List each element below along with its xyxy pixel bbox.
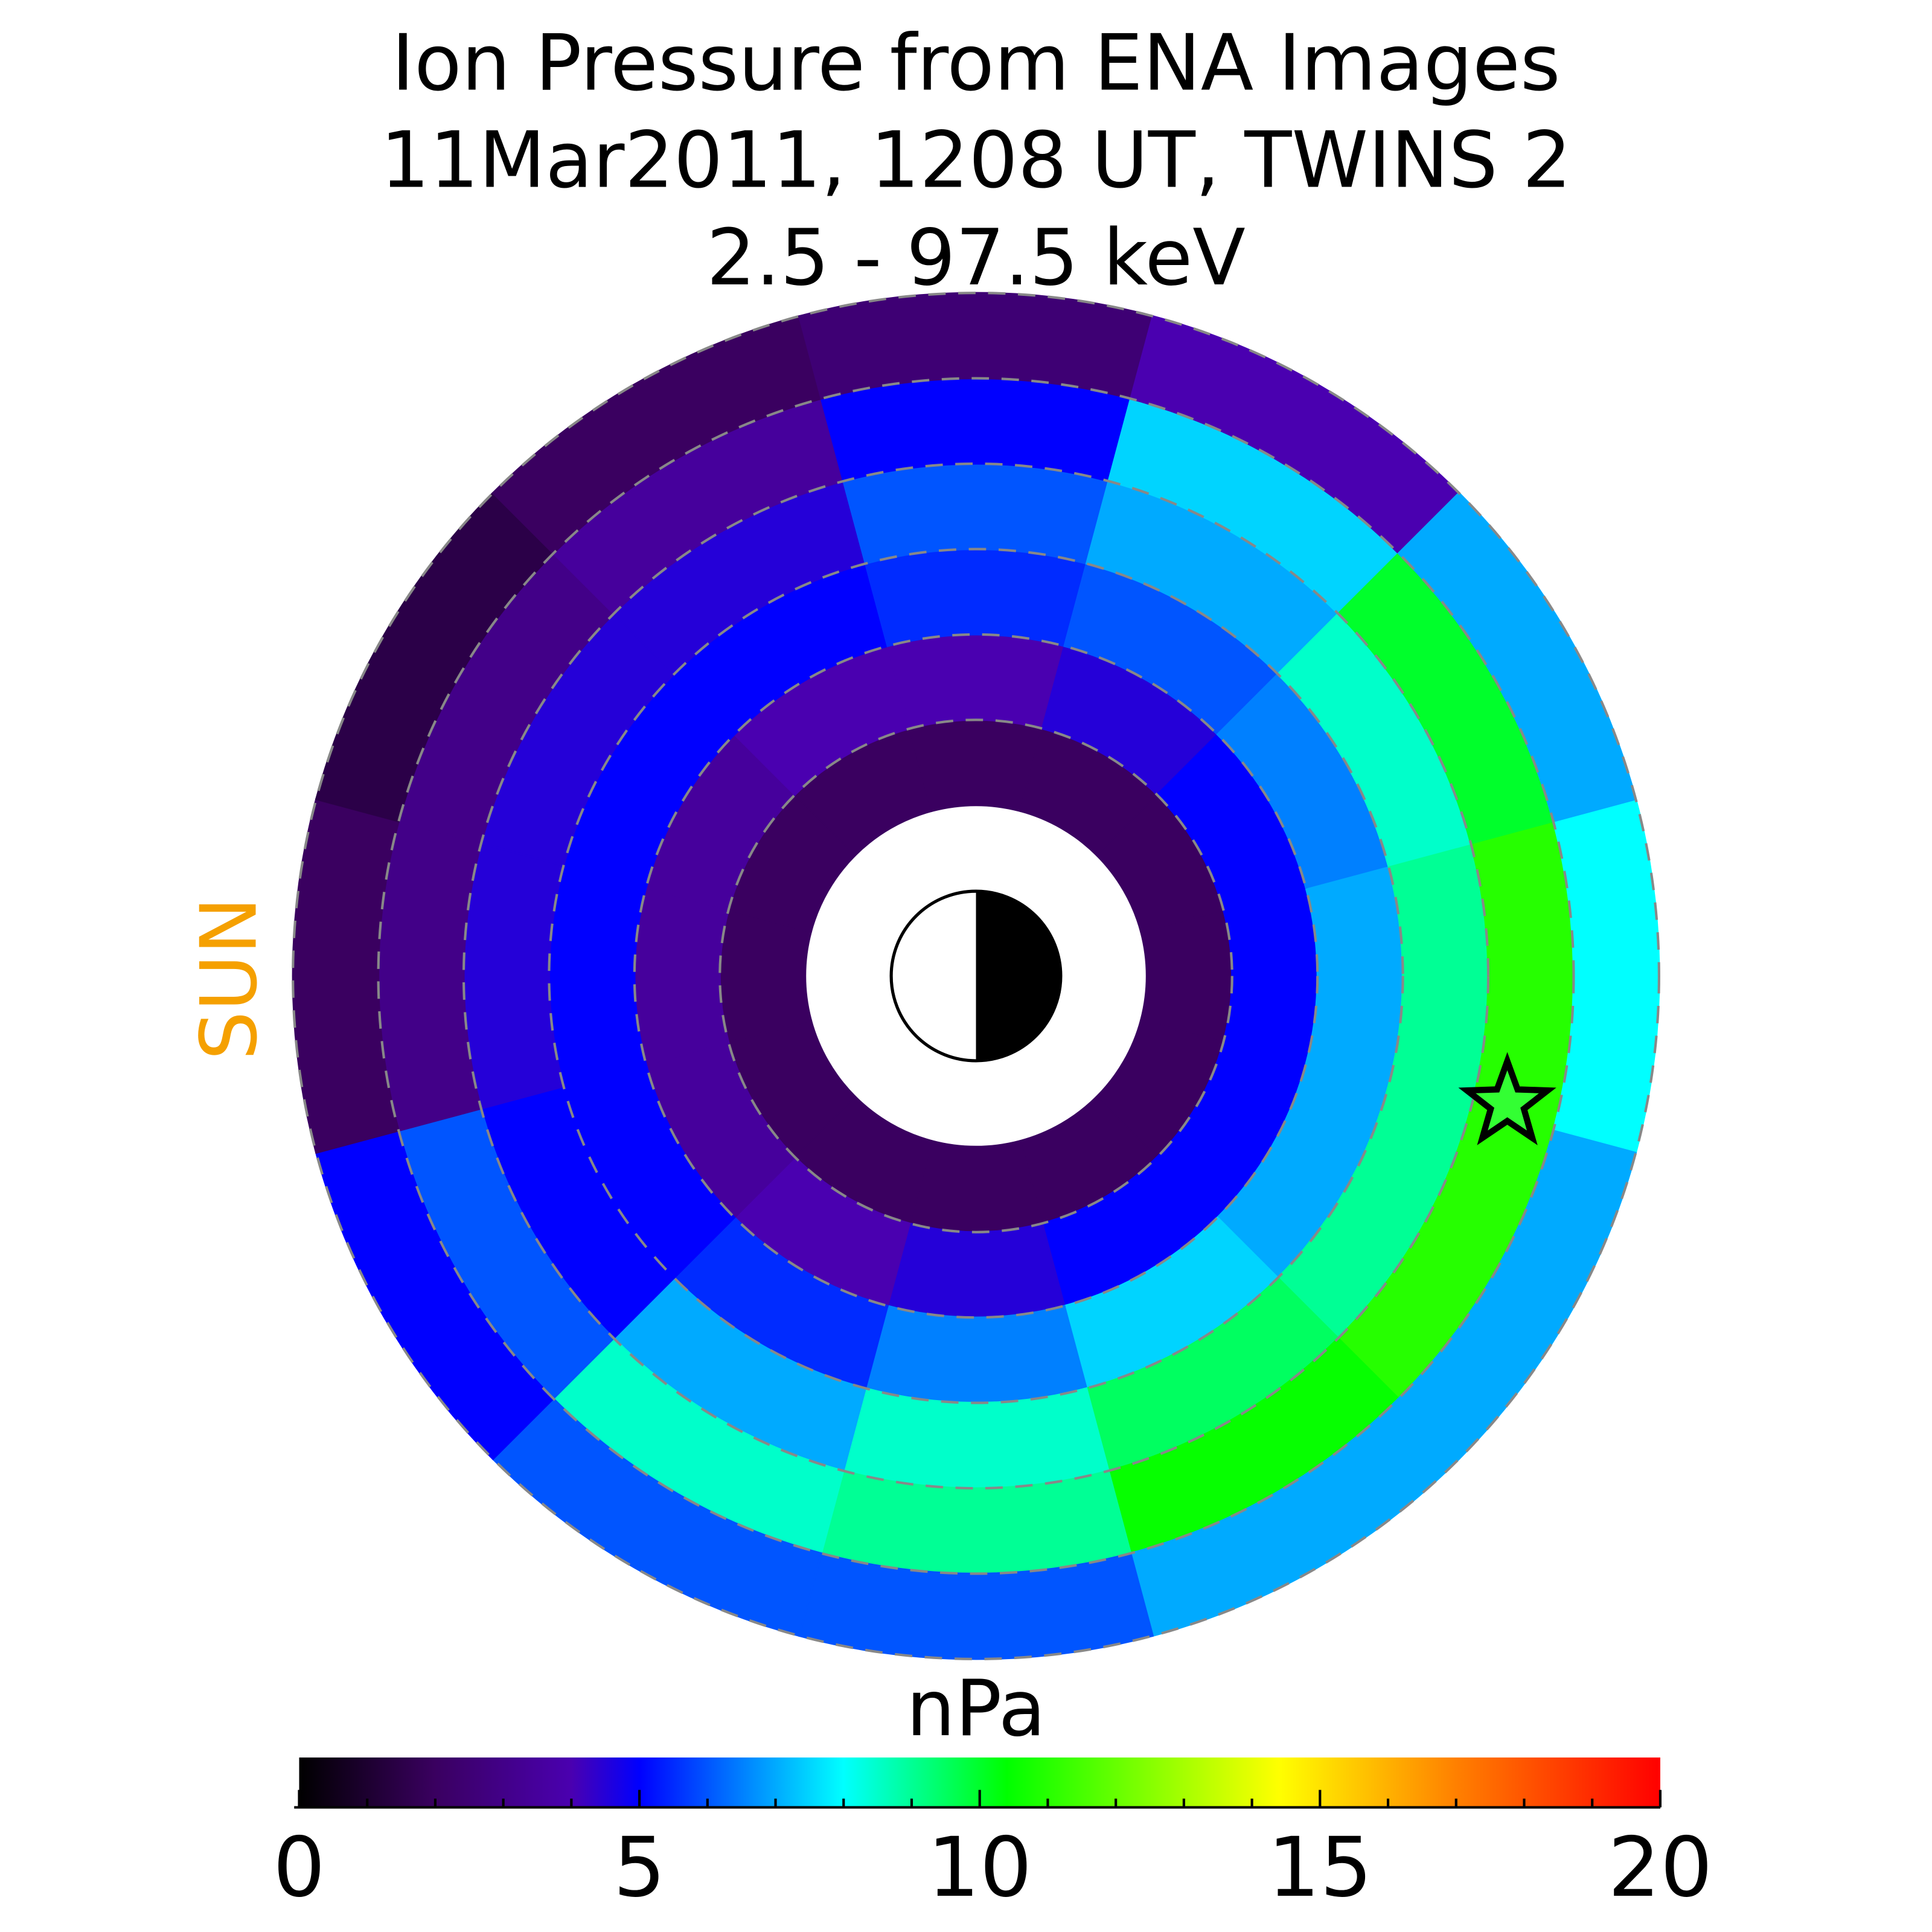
grid-ring <box>292 292 1660 1660</box>
grid-ring <box>462 462 1490 1490</box>
tick-label: 15 <box>1268 1820 1372 1916</box>
pressure-cell <box>1305 864 1404 1088</box>
sun-label: SUN <box>184 897 274 1060</box>
pressure-cell <box>864 548 1088 648</box>
satellite-marker <box>1458 1052 1556 1145</box>
pressure-cell <box>1222 886 1319 1066</box>
pressure-cell <box>886 633 1066 730</box>
tick-label: 0 <box>273 1820 325 1916</box>
title-line: 11Mar2011, 1208 UT, TWINS 2 <box>380 116 1572 206</box>
tick-label: 5 <box>613 1820 666 1916</box>
pressure-cell <box>908 718 1044 813</box>
grid-ring <box>633 633 1319 1319</box>
pressure-cell <box>886 1222 1066 1319</box>
tick-label: 20 <box>1608 1820 1712 1916</box>
tick-label: 10 <box>927 1820 1032 1916</box>
pressure-cell <box>908 1139 1044 1233</box>
title-line: 2.5 - 97.5 keV <box>706 213 1246 303</box>
colorbar-label: nPa <box>906 1664 1046 1754</box>
pressure-cell <box>1139 908 1233 1044</box>
title-line: Ion Pressure from ENA Images <box>391 19 1560 109</box>
pressure-cell <box>633 886 730 1066</box>
grid-ring <box>377 377 1575 1575</box>
grid-ring <box>718 718 1233 1233</box>
pressure-cell <box>864 1305 1088 1404</box>
pressure-cell <box>548 864 648 1088</box>
pressure-cell <box>718 908 813 1044</box>
earth-night <box>976 891 1061 1061</box>
grid-ring <box>548 548 1404 1404</box>
pressure-cell <box>462 842 565 1110</box>
